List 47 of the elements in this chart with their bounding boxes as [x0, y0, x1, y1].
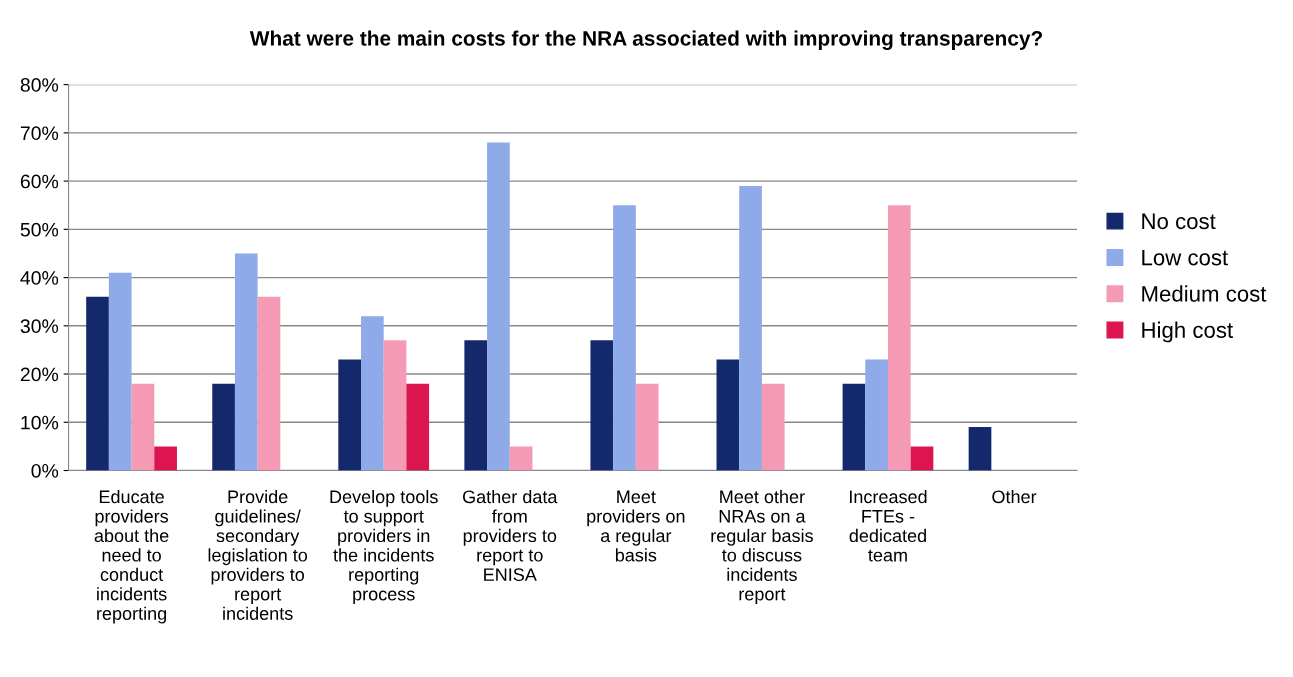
bar	[739, 185, 762, 471]
bar	[212, 383, 235, 471]
y-tick-label: 30%	[20, 319, 59, 334]
y-tick-label: 0%	[31, 463, 59, 478]
x-tick-label: Other	[992, 489, 1037, 504]
y-tick-label: 80%	[20, 78, 59, 92]
bar	[234, 253, 258, 471]
x-tick-label: Meet other NRAs on a regular basis to discuss incidents report	[711, 489, 813, 605]
y-tick-label: 60%	[20, 174, 59, 189]
y-tick-label: 70%	[20, 126, 59, 141]
legend-label: High cost	[1142, 321, 1233, 343]
legend-label: Low cost	[1142, 249, 1229, 266]
bar	[635, 383, 659, 471]
x-tick-label: Provide guidelines/ secondary legislation to providers to report incidents	[208, 489, 308, 620]
bar	[590, 340, 614, 471]
bar	[968, 427, 992, 471]
x-tick-label: Meet providers on a regular basis	[587, 490, 685, 562]
x-tick-label: Gather data from providers to report to ENISA	[463, 489, 558, 582]
y-tick-label: 40%	[20, 271, 59, 285]
y-tick-label: 20%	[20, 367, 59, 382]
bar	[910, 446, 934, 471]
legend-label: Medium cost	[1142, 285, 1267, 302]
bar	[383, 340, 407, 471]
bar	[509, 446, 533, 471]
bar	[865, 359, 888, 471]
bar	[716, 359, 740, 471]
bar	[464, 340, 488, 471]
bar	[487, 142, 510, 471]
bar	[86, 296, 109, 471]
bar	[154, 446, 177, 471]
x-tick-label: Increased FTEs - dedicated team	[849, 489, 927, 562]
y-tick-label: 10%	[21, 415, 59, 430]
x-tick-label: Develop tools to support providers in the incidents reporting process	[330, 489, 438, 605]
bar	[842, 383, 866, 471]
bar	[338, 359, 362, 471]
bar	[613, 205, 636, 471]
bar	[406, 383, 430, 471]
x-tick-label: Educate providers about the need to conduct incidents reporting	[94, 489, 169, 624]
chart-title: What were the main costs for the NRA associated with improving transparency?	[249, 30, 1043, 50]
bar	[887, 205, 911, 471]
bar	[761, 383, 785, 471]
bar	[108, 272, 132, 471]
bar	[131, 383, 155, 471]
y-tick-label: 50%	[20, 222, 59, 237]
bar	[257, 296, 281, 471]
bar	[361, 316, 384, 471]
legend-label: No cost	[1142, 213, 1216, 230]
